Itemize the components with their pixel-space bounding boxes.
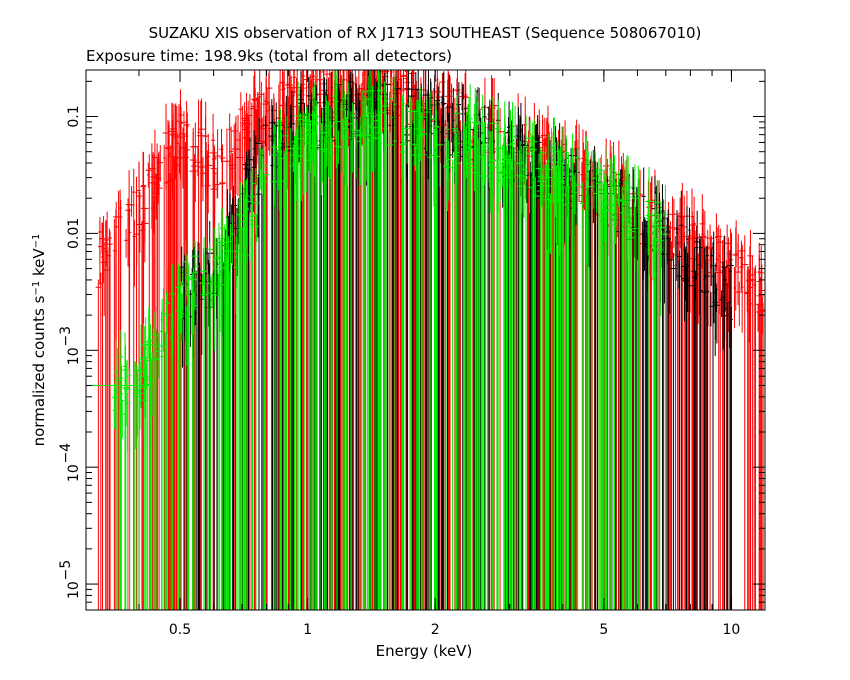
y-tick-exponent: −4 (58, 443, 74, 464)
y-tick-label: 10−4 (58, 443, 82, 482)
y-axis: 10−510−410−30.010.1 (58, 80, 765, 611)
x-tick-label: 10 (723, 622, 741, 638)
plot-frame (85, 69, 766, 611)
x-axis: 0.5 1 2 5 10 (85, 70, 741, 638)
y-tick-exponent: −5 (58, 560, 74, 581)
x-tick-label: 1 (303, 622, 312, 638)
y-tick-mantissa: 10 (66, 581, 82, 599)
x-tick-label: 2 (431, 622, 440, 638)
x-axis-label: Energy (keV) (376, 642, 473, 660)
x-tick-label: 0.5 (169, 622, 191, 638)
y-tick-label: 10−5 (58, 560, 82, 599)
y-tick-label: 0.01 (66, 218, 82, 249)
y-tick-label: 10−3 (58, 326, 82, 365)
y-tick-mantissa: 10 (66, 347, 82, 365)
y-tick-text: 0.1 (66, 105, 82, 127)
y-axis-label-text: normalized counts s−1 keV−1 (30, 234, 48, 447)
chart-title: SUZAKU XIS observation of RX J1713 SOUTH… (149, 24, 702, 42)
y-tick-exponent: −3 (58, 326, 74, 347)
y-tick-text: 0.01 (66, 218, 82, 249)
x-tick-label: 5 (599, 622, 608, 638)
y-axis-label: normalized counts s−1 keV−1 (30, 234, 48, 447)
data-layer (86, 70, 765, 610)
series-2 (111, 70, 669, 610)
chart-subtitle: Exposure time: 198.9ks (total from all d… (86, 47, 452, 65)
y-tick-mantissa: 10 (66, 464, 82, 482)
y-tick-label: 0.1 (66, 105, 82, 127)
